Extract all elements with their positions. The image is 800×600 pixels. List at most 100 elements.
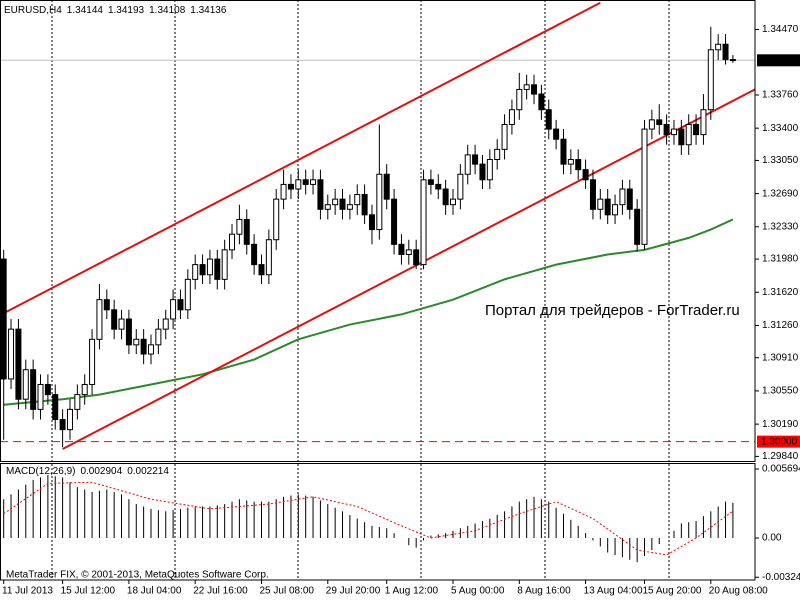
candle-body xyxy=(442,188,449,206)
candle-body xyxy=(597,198,604,210)
candle-body xyxy=(553,128,560,140)
candle-body xyxy=(479,163,486,181)
candle-body xyxy=(192,264,199,280)
header-field: 1.34193 xyxy=(108,5,145,16)
candle-body xyxy=(715,43,722,51)
candle-body xyxy=(236,218,243,235)
channel-line xyxy=(62,88,755,450)
candle-body xyxy=(391,198,398,245)
x-tick-label: 20 Aug 08:00 xyxy=(709,586,768,597)
candle-body xyxy=(96,299,103,340)
x-tick-label: 29 Jul 20:00 xyxy=(326,586,381,597)
moving-average xyxy=(3,218,734,406)
candle-body xyxy=(66,408,73,431)
candle-body xyxy=(354,194,361,206)
candle-body xyxy=(619,188,626,206)
y-tick-label: 1.30910 xyxy=(762,352,799,363)
x-tick-label: 11 Jul 2013 xyxy=(2,586,53,597)
x-tick-label: 18 Jul 04:00 xyxy=(127,586,182,597)
candle-body xyxy=(435,183,442,190)
candle-body xyxy=(626,188,633,210)
candle-body xyxy=(501,123,508,150)
candle-body xyxy=(44,383,51,396)
candle-body xyxy=(89,338,96,385)
candle-body xyxy=(22,369,29,400)
candle-body xyxy=(398,243,405,255)
candle-body xyxy=(59,419,66,431)
y-tick-label: 1.29840 xyxy=(762,451,799,462)
y-tick-label: 0.00 xyxy=(762,533,782,544)
candle-body xyxy=(693,123,700,136)
candle-body xyxy=(125,318,132,346)
candle-body xyxy=(133,338,140,346)
candle-body xyxy=(170,299,177,320)
macd-header: MACD(12,26,9) 0.002904 0.002214 xyxy=(6,466,169,477)
macd-signal xyxy=(3,481,734,556)
candle-body xyxy=(545,109,552,130)
y-tick-label: 1.30190 xyxy=(762,419,799,430)
candle-body xyxy=(612,204,619,216)
candle-body xyxy=(420,179,427,266)
candle-body xyxy=(346,204,353,210)
candle-body xyxy=(221,249,228,280)
level-box xyxy=(757,435,800,448)
header-field: 1.34144 xyxy=(67,5,104,16)
y-tick-label: 0.005694 xyxy=(762,464,800,475)
y-tick-label: 1.31260 xyxy=(762,320,799,331)
x-tick-label: 15 Jul 12:00 xyxy=(61,586,116,597)
macd-panel xyxy=(3,474,734,563)
candle-body xyxy=(575,159,582,171)
candle-body xyxy=(15,328,22,400)
candle-body xyxy=(604,198,611,216)
candle-body xyxy=(663,123,670,136)
candle-body xyxy=(258,264,265,276)
channel-line xyxy=(1,1,601,316)
candle-body xyxy=(81,383,88,396)
header-field: MACD(12,26,9) xyxy=(6,466,75,477)
candle-body xyxy=(472,154,479,165)
candle-body xyxy=(52,394,59,421)
candle-body xyxy=(229,233,236,251)
y-tick-label: 1.31980 xyxy=(762,254,799,265)
candle-body xyxy=(648,119,655,130)
x-tick-label: 25 Jul 08:00 xyxy=(259,586,314,597)
candle-body xyxy=(177,299,184,311)
candle-body xyxy=(656,119,663,125)
candle-body xyxy=(0,258,7,380)
candle-body xyxy=(8,328,15,380)
candle-body xyxy=(103,299,110,311)
candle-body xyxy=(464,154,471,175)
candle-body xyxy=(295,179,302,190)
axes: 1.34470 1.33760 1.33400 1.33050 1.32690 1.323… xyxy=(2,5,800,597)
candle-body xyxy=(206,258,213,276)
y-tick-label: 1.32690 xyxy=(762,188,799,199)
candle-body xyxy=(30,369,37,410)
candle-body xyxy=(508,109,515,125)
candle-body xyxy=(140,338,147,355)
y-tick-label: -0.003243 xyxy=(762,572,800,583)
candle-body xyxy=(111,309,118,330)
current-price-label: 1.34136 xyxy=(761,55,798,66)
candle-body xyxy=(199,264,206,276)
candle-body xyxy=(376,173,383,231)
candle-body xyxy=(405,249,412,255)
candle-body xyxy=(280,183,287,200)
candle-body xyxy=(184,278,191,311)
candle-body xyxy=(332,198,339,206)
header-field: 1.34108 xyxy=(149,5,186,16)
y-tick-label: 1.33050 xyxy=(762,155,799,166)
candle-body xyxy=(37,383,44,410)
candle-body xyxy=(457,173,464,200)
candle-body xyxy=(74,394,81,410)
candle-body xyxy=(427,179,434,185)
candle-body xyxy=(302,179,309,185)
candle-body xyxy=(118,318,125,330)
candle-body xyxy=(148,344,154,355)
x-tick-label: 22 Jul 16:00 xyxy=(193,586,248,597)
candle-body xyxy=(287,183,294,190)
y-tick-label: 1.33760 xyxy=(762,90,799,101)
header-field: 1.34136 xyxy=(190,5,227,16)
candle-body xyxy=(700,109,707,136)
